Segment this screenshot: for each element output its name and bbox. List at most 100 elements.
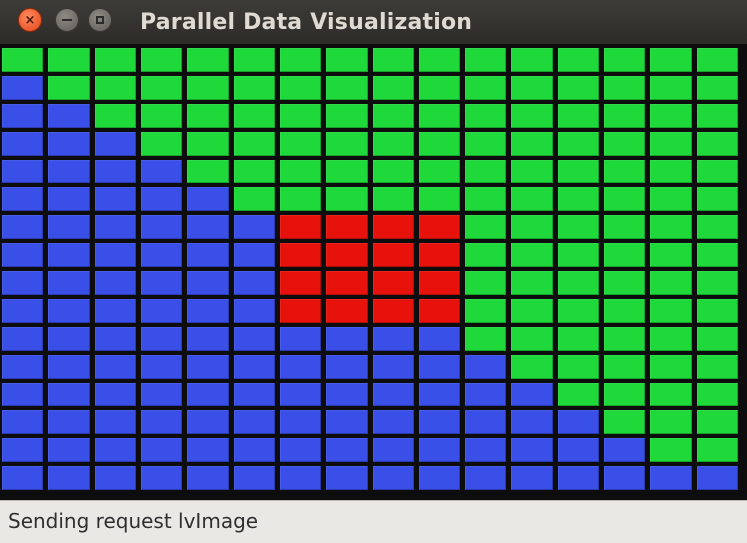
grid-cell [326, 326, 368, 351]
grid-cell [650, 103, 692, 128]
maximize-button[interactable] [88, 8, 112, 32]
grid-cell [2, 410, 44, 435]
grid-cell [604, 75, 646, 100]
grid-cell [604, 159, 646, 184]
status-text: Sending request lvImage [8, 509, 259, 533]
grid-cell [604, 354, 646, 379]
minimize-button[interactable] [55, 8, 79, 32]
grid-cell [140, 326, 183, 351]
grid-cell [140, 215, 183, 240]
grid-cell [48, 75, 90, 100]
grid-cell [279, 243, 322, 267]
grid-cell [2, 131, 44, 156]
grid-cell [557, 410, 600, 435]
visualization-grid [0, 44, 747, 500]
grid-cell [140, 187, 183, 212]
grid-cell [94, 131, 136, 156]
grid-cell [372, 410, 414, 435]
grid-cell [557, 298, 600, 323]
grid-cell [372, 187, 414, 212]
grid-cell [48, 103, 90, 128]
grid-cell [326, 75, 368, 100]
grid-cell [94, 103, 136, 128]
grid-cell [696, 103, 738, 128]
grid-cell [372, 382, 414, 407]
grid-cell [650, 298, 692, 323]
grid-cell [696, 438, 738, 463]
grid-cell [233, 326, 275, 351]
title-bar[interactable]: × Parallel Data Visualization [0, 0, 747, 44]
close-button[interactable]: × [18, 8, 42, 32]
grid-cell [557, 326, 600, 351]
grid-cell [279, 159, 322, 184]
grid-cell [326, 103, 368, 128]
grid-cell [94, 271, 136, 295]
grid-cell [2, 466, 44, 490]
grid-cell [465, 298, 507, 323]
grid-cell [696, 48, 738, 72]
maximize-icon [96, 16, 104, 24]
grid-cell [511, 48, 553, 72]
grid-cell [94, 466, 136, 490]
grid-cell [279, 382, 322, 407]
grid-cell [187, 215, 229, 240]
grid-cell [511, 410, 553, 435]
grid-cell [279, 326, 322, 351]
grid-cell [187, 382, 229, 407]
grid-cell [604, 187, 646, 212]
grid-cell [372, 103, 414, 128]
grid-cell [372, 215, 414, 240]
grid-cell [2, 215, 44, 240]
grid-cell [187, 48, 229, 72]
grid-cell [557, 466, 600, 490]
grid-cell [650, 354, 692, 379]
grid-cell [48, 215, 90, 240]
grid-cell [233, 354, 275, 379]
grid-cell [2, 243, 44, 267]
grid-cell [557, 48, 600, 72]
grid-cell [187, 466, 229, 490]
grid-cell [418, 271, 461, 295]
grid-cell [696, 354, 738, 379]
grid-cell [233, 103, 275, 128]
grid-cell [372, 326, 414, 351]
grid-cell [94, 187, 136, 212]
grid-cell [233, 131, 275, 156]
grid-cell [372, 354, 414, 379]
grid-cell [650, 410, 692, 435]
grid-cell [94, 438, 136, 463]
grid-cell [140, 271, 183, 295]
grid-cell [187, 410, 229, 435]
grid-cell [94, 354, 136, 379]
grid-cell [696, 382, 738, 407]
grid-cell [140, 438, 183, 463]
grid-cell [465, 75, 507, 100]
grid-cell [187, 159, 229, 184]
grid-cell [696, 326, 738, 351]
grid-cell [140, 103, 183, 128]
grid-cell [2, 298, 44, 323]
grid-cell [372, 131, 414, 156]
grid-cell [326, 354, 368, 379]
grid-cell [140, 410, 183, 435]
grid-cell [140, 466, 183, 490]
grid-cell [696, 298, 738, 323]
grid-cell [48, 298, 90, 323]
grid-cell [418, 243, 461, 267]
grid-cell [233, 438, 275, 463]
grid-cell [511, 131, 553, 156]
grid-cell [557, 382, 600, 407]
grid-cell [465, 187, 507, 212]
grid-cell [372, 271, 414, 295]
grid-cell [279, 215, 322, 240]
grid-cell [326, 48, 368, 72]
grid-cell [94, 159, 136, 184]
grid-cell [233, 271, 275, 295]
grid-cell [418, 410, 461, 435]
grid-cell [372, 466, 414, 490]
grid-cell [279, 410, 322, 435]
grid-cell [511, 103, 553, 128]
grid-cell [140, 298, 183, 323]
grid-cell [187, 354, 229, 379]
grid-cell [511, 75, 553, 100]
